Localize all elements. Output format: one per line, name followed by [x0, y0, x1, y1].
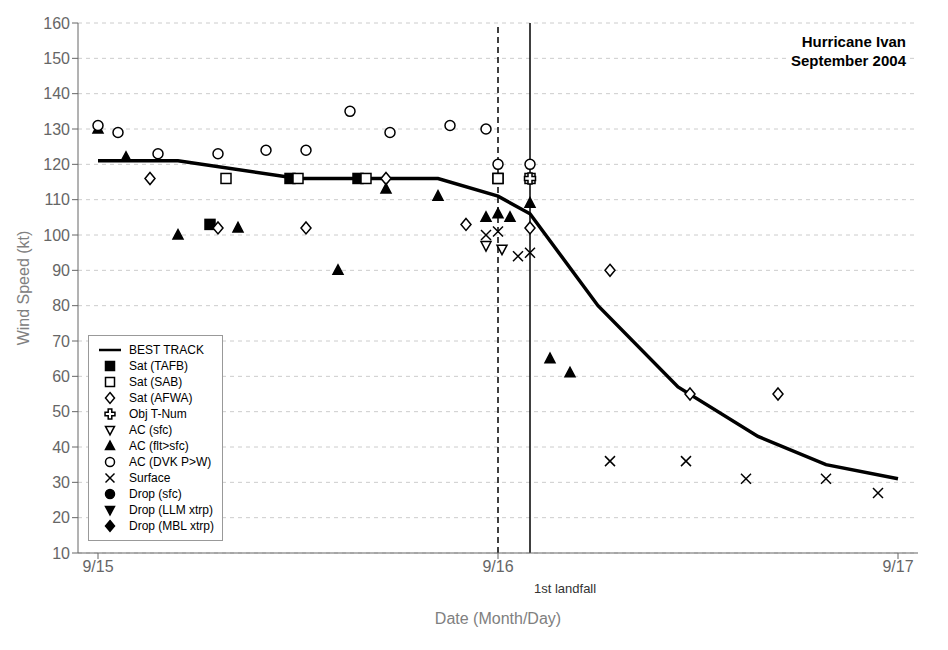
svg-text:110: 110 — [44, 191, 70, 208]
svg-text:100: 100 — [43, 227, 70, 244]
svg-text:9/17: 9/17 — [882, 558, 913, 575]
svg-text:Date (Month/Day): Date (Month/Day) — [435, 610, 561, 627]
svg-text:9/16: 9/16 — [482, 558, 513, 575]
svg-text:150: 150 — [43, 50, 70, 67]
svg-text:9/15: 9/15 — [82, 558, 113, 575]
svg-text:90: 90 — [52, 262, 70, 279]
svg-text:Wind Speed (kt): Wind Speed (kt) — [15, 231, 32, 346]
html-text:Sat (SAB): Sat (SAB) — [129, 375, 183, 389]
html-text:Sat (TAFB): Sat (TAFB) — [129, 359, 189, 373]
svg-text:1st landfall: 1st landfall — [534, 581, 596, 596]
html-text:AC (DVK P>W): AC (DVK P>W) — [129, 455, 212, 469]
html-text:Surface: Surface — [129, 471, 171, 485]
svg-text:30: 30 — [52, 474, 70, 491]
svg-text:70: 70 — [52, 333, 70, 350]
html-text:Obj T-Num: Obj T-Num — [129, 407, 187, 421]
svg-text:120: 120 — [43, 156, 70, 173]
svg-text:60: 60 — [52, 368, 70, 385]
svg-text:20: 20 — [52, 509, 70, 526]
svg-text:40: 40 — [52, 439, 70, 456]
svg-text:10: 10 — [52, 545, 70, 562]
svg-text:80: 80 — [52, 297, 70, 314]
html-text:AC (flt>sfc): AC (flt>sfc) — [129, 439, 189, 453]
html-text:Hurricane Ivan: Hurricane Ivan — [801, 33, 906, 50]
svg-text:160: 160 — [43, 15, 70, 32]
html-text:Sat (AFWA): Sat (AFWA) — [129, 391, 193, 405]
html-text:Drop (sfc): Drop (sfc) — [129, 487, 182, 501]
svg-text:50: 50 — [52, 403, 70, 420]
html-text:Drop (MBL xtrp): Drop (MBL xtrp) — [129, 519, 214, 533]
html-text:AC (sfc): AC (sfc) — [129, 423, 173, 437]
svg-text:130: 130 — [43, 121, 70, 138]
html-text:September 2004: September 2004 — [790, 51, 906, 69]
html-text:BEST TRACK: BEST TRACK — [129, 343, 204, 357]
html-text:Drop (LLM xtrp): Drop (LLM xtrp) — [129, 503, 213, 517]
svg-text:140: 140 — [43, 85, 70, 102]
